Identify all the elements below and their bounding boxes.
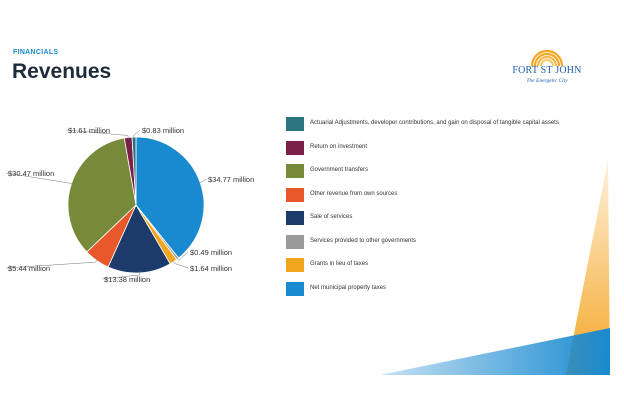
legend-item: Other revenue from own sources [286,187,606,202]
section-label: FINANCIALS [13,49,59,56]
page-title: Revenues [12,60,112,83]
logo-name: FORT ST JOHN [512,65,582,76]
legend-swatch [286,140,304,155]
data-label: $1.64 million [190,264,232,273]
legend-label: Grants in lieu of taxes [310,261,369,267]
leader-line [133,129,141,140]
legend-label: Actuarial Adjustments, developer contrib… [310,120,559,126]
data-label: $13.38 million [104,275,150,284]
legend-label: Government transfers [310,167,369,173]
legend-item: Government transfers [286,164,606,178]
leader-line [176,251,189,261]
leader-line [5,258,99,269]
legend-label: Return on investment [310,143,368,150]
leader-line [5,172,74,185]
leader-line [65,129,129,140]
legend-swatch [286,234,304,249]
legend-swatch [286,258,304,272]
legend-label: Net municipal property taxes [310,284,387,291]
legend-item: Grants in lieu of taxes [286,258,606,272]
legend-swatch [286,117,304,131]
logo-tagline: The Energetic City [526,78,568,84]
data-label: $0.83 million [142,126,184,135]
legend-item: Return on investment [286,140,606,155]
leader-line [172,259,189,269]
revenue-pie-chart: $34.77 million $0.49 million $1.64 million… [5,126,254,284]
data-label: $1.61 million [68,126,110,135]
legend-swatch [286,164,304,178]
blue-triangle [380,328,610,375]
legend-item: Net municipal property taxes [286,281,606,296]
orange-triangle [566,160,610,375]
decorative-triangles [380,160,610,375]
legend-item: Sale of services [286,211,606,225]
data-label: $30.47 million [8,169,54,178]
legend-item: Actuarial Adjustments, developer contrib… [286,117,606,131]
leader-line [101,270,140,280]
legend-swatch [286,281,304,296]
data-label: $34.77 million [208,175,254,184]
legend-item: Services provided to other governments [286,234,606,249]
fort-st-john-logo: FORT ST JOHN The Energetic City [508,44,586,94]
legend-label: Other revenue from own sources [310,190,398,197]
legend-label: Services provided to other governments [310,237,417,244]
legend-swatch [286,211,304,225]
data-label: $0.49 million [190,248,232,257]
legend-swatch [286,187,304,202]
data-label: $5.44 million [8,264,50,273]
sunrise-logo-icon [530,49,564,67]
legend-label: Sale of services [310,214,353,220]
leader-line [198,178,207,184]
